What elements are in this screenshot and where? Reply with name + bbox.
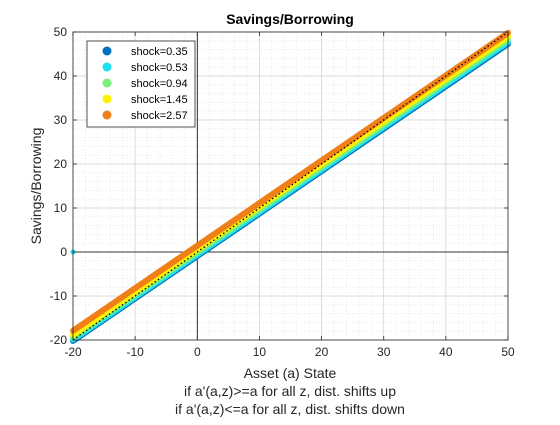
chart-title: Savings/Borrowing (226, 11, 354, 27)
y-tick-label: -20 (50, 333, 68, 347)
series-layer (70, 29, 511, 344)
legend: shock=0.35 shock=0.53 shock=0.94 shock=1.45… (86, 40, 196, 128)
x-axis-label: Asset (a) State (244, 365, 337, 381)
reference-line (72, 31, 509, 341)
note-shift-down: if a'(a,z)<=a for all z, dist. shifts do… (175, 401, 405, 417)
ticks: -20 -10 0 10 20 30 40 50 -20 -10 0 10 20 30 40 50 (50, 25, 515, 359)
y-tick-label: 0 (60, 245, 67, 259)
plot-area-border (72, 31, 509, 341)
legend-marker-shock=0.35 (102, 46, 112, 56)
x-tick-label: 50 (501, 345, 515, 359)
x-tick-label: 30 (377, 345, 391, 359)
series-shock=2.57 (70, 29, 511, 334)
legend-marker-shock=1.45 (102, 94, 112, 104)
y-tick-label: 10 (54, 201, 68, 215)
y-tick-label: 20 (54, 157, 68, 171)
legend-label-shock=2.57: shock=2.57 (131, 110, 188, 122)
legend-label-shock=0.53: shock=0.53 (131, 62, 188, 74)
legend-marker-shock=0.94 (102, 78, 112, 88)
legend-label-shock=0.94: shock=0.94 (131, 78, 188, 90)
series-line-shock=2.57 (70, 29, 511, 334)
legend-label-shock=0.35: shock=0.35 (131, 46, 188, 58)
note-shift-up: if a'(a,z)>=a for all z, dist. shifts up (184, 383, 396, 399)
y-tick-label: 50 (54, 25, 68, 39)
reference-layer (72, 31, 509, 341)
legend-marker-shock=2.57 (102, 110, 112, 120)
x-tick-label: -20 (64, 345, 82, 359)
y-tick-label: 40 (54, 69, 68, 83)
legend-label-shock=1.45: shock=1.45 (131, 94, 188, 106)
x-tick-label: 0 (194, 345, 201, 359)
zero-axis-lines (73, 32, 508, 340)
x-tick-label: -10 (126, 345, 144, 359)
x-tick-label: 10 (253, 345, 267, 359)
x-tick-label: 20 (315, 345, 329, 359)
legend-marker-shock=0.53 (102, 62, 112, 72)
x-tick-label: 40 (439, 345, 453, 359)
y-tick-label: 30 (54, 113, 68, 127)
y-axis-label: Savings/Borrowing (28, 128, 44, 245)
y-tick-label: -10 (50, 289, 68, 303)
